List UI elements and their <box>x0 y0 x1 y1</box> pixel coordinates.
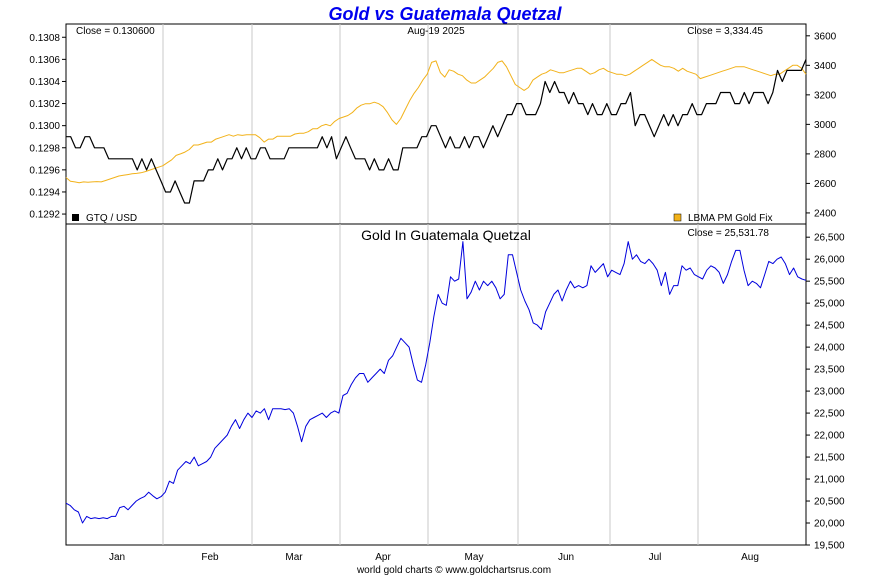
top-close-left: Close = 0.130600 <box>76 26 155 37</box>
x-tick-label: Feb <box>201 552 219 563</box>
top-right-tick-label: 2800 <box>814 149 837 160</box>
bottom-right-tick-label: 26,000 <box>814 255 845 266</box>
top-right-axis: 2400 2600 2800 3000 3200 3400 3600 <box>806 31 837 219</box>
top-right-tick-label: 3400 <box>814 61 837 72</box>
top-right-tick-label: 3200 <box>814 90 837 101</box>
bottom-right-tick-label: 20,000 <box>814 519 845 530</box>
bottom-close-right: Close = 25,531.78 <box>688 228 770 239</box>
top-left-tick-label: 0.1304 <box>29 77 60 88</box>
x-tick-label: Aug <box>741 552 759 563</box>
bottom-right-tick-label: 22,000 <box>814 431 845 442</box>
x-tick-label: Jun <box>558 552 574 563</box>
bottom-right-tick-label: 20,500 <box>814 497 845 508</box>
top-right-tick-label: 2400 <box>814 208 837 219</box>
top-panel: Close = 0.130600 Aug-19 2025 Close = 3,3… <box>29 23 837 225</box>
top-left-tick-label: 0.1298 <box>29 143 60 154</box>
x-tick-label: Jul <box>649 552 662 563</box>
bottom-panel: Gold In Guatemala Quetzal Close = 25,531… <box>65 223 845 552</box>
bottom-right-axis: 19,500 20,000 20,500 21,000 21,500 22,000 22,5… <box>806 233 845 552</box>
top-gridlines <box>162 24 699 224</box>
top-left-axis: 0.1292 0.1294 0.1296 0.1298 0.1300 0.1302 0.13… <box>29 33 66 221</box>
gold-fix-line <box>65 58 807 184</box>
bottom-panel-frame <box>65 223 807 546</box>
bottom-right-tick-label: 25,500 <box>814 277 845 288</box>
bottom-right-tick-label: 21,500 <box>814 453 845 464</box>
legend-label-gtq: GTQ / USD <box>86 213 137 224</box>
bottom-right-tick-label: 23,500 <box>814 365 845 376</box>
chart-title: Gold vs Guatemala Quetzal <box>328 4 562 24</box>
top-right-tick-label: 3000 <box>814 120 837 131</box>
legend-swatch-gtq <box>72 214 79 221</box>
x-tick-label: Mar <box>285 552 303 563</box>
bottom-right-tick-label: 25,000 <box>814 299 845 310</box>
top-left-tick-label: 0.1296 <box>29 165 60 176</box>
bottom-right-tick-label: 19,500 <box>814 541 845 552</box>
legend-swatch-gold <box>673 213 682 222</box>
x-tick-label: May <box>465 552 484 563</box>
top-left-tick-label: 0.1308 <box>29 33 60 44</box>
bottom-right-tick-label: 26,500 <box>814 233 845 244</box>
bottom-panel-title: Gold In Guatemala Quetzal <box>361 227 531 243</box>
bottom-gridlines <box>162 224 699 545</box>
bottom-right-tick-label: 23,000 <box>814 387 845 398</box>
bottom-series-lines <box>65 241 807 524</box>
top-left-tick-label: 0.1292 <box>29 210 60 221</box>
top-right-tick-label: 3600 <box>814 31 837 42</box>
gtq-usd-line <box>66 59 807 204</box>
top-series-lines <box>65 58 807 204</box>
top-left-tick-label: 0.1306 <box>29 55 60 66</box>
gold-quetzal-line <box>65 241 807 524</box>
bottom-right-tick-label: 21,000 <box>814 475 845 486</box>
top-right-tick-label: 2600 <box>814 179 837 190</box>
top-left-tick-label: 0.1294 <box>29 187 60 198</box>
x-tick-label: Apr <box>375 552 391 563</box>
x-axis: Jan Feb Mar Apr May Jun Jul Aug <box>109 552 759 563</box>
bottom-right-tick-label: 22,500 <box>814 409 845 420</box>
top-left-tick-label: 0.1300 <box>29 121 60 132</box>
top-left-tick-label: 0.1302 <box>29 99 60 110</box>
legend-label-gold: LBMA PM Gold Fix <box>688 213 772 224</box>
bottom-right-tick-label: 24,000 <box>814 343 845 354</box>
x-tick-label: Jan <box>109 552 125 563</box>
top-date-label: Aug-19 2025 <box>407 26 465 37</box>
bottom-right-tick-label: 24,500 <box>814 321 845 332</box>
chart-footer: world gold charts © www.goldchartsrus.co… <box>356 565 551 575</box>
top-panel-frame <box>65 23 807 225</box>
top-close-right: Close = 3,334.45 <box>687 26 763 37</box>
